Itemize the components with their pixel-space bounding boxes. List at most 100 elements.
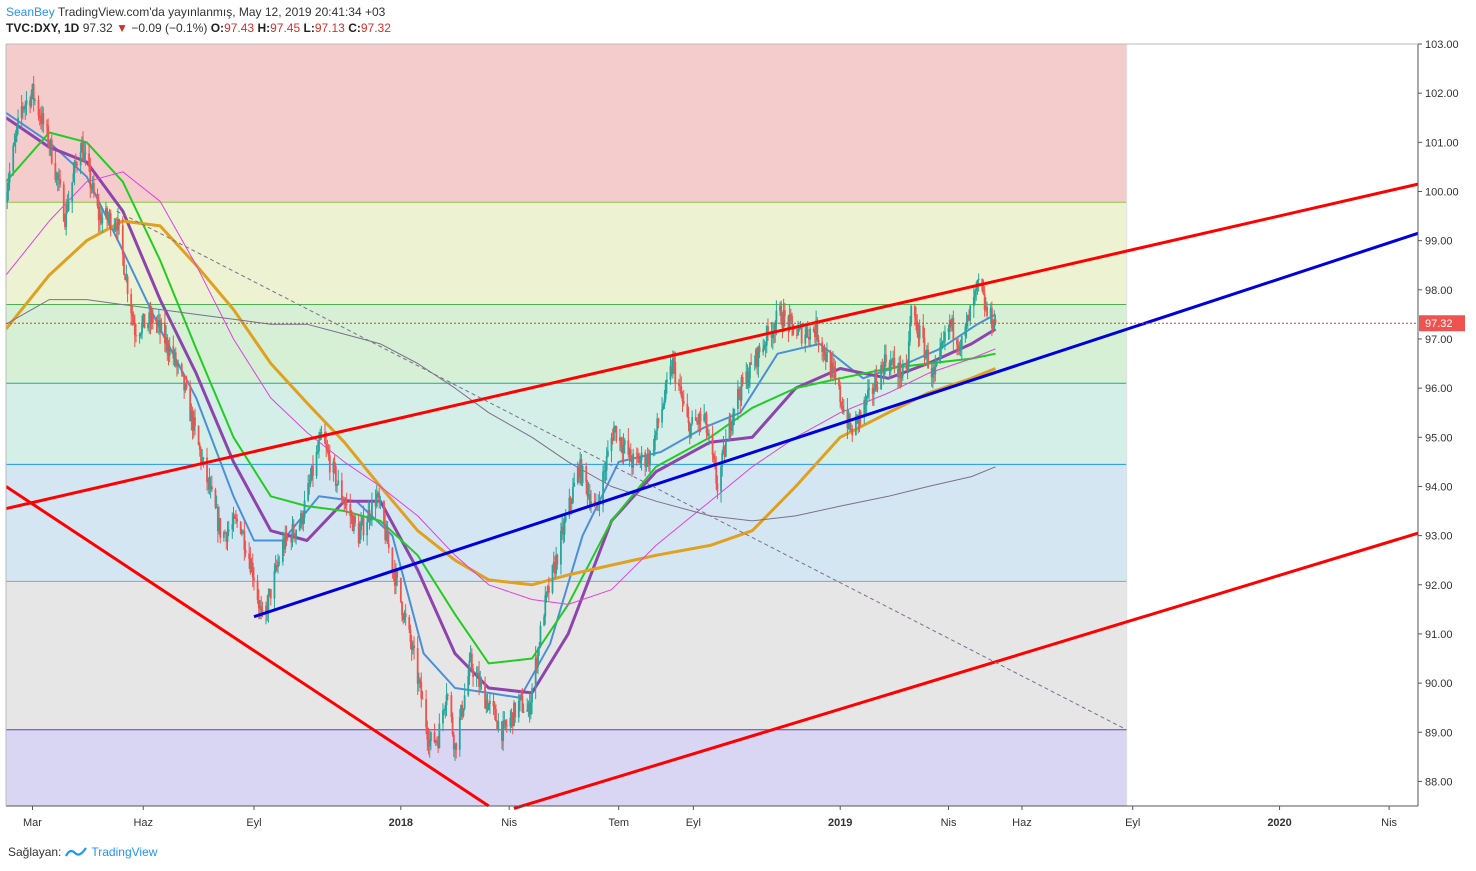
price-chart[interactable]: 103.00 102.00 101.00 100.00 99.00 98.00 97.00 9… (0, 0, 1476, 840)
candle-body (578, 466, 580, 478)
candle-body (141, 322, 143, 334)
candle-body (295, 530, 298, 537)
candle-body (486, 699, 489, 711)
symbol-legend: TVC:DXY, 1D 97.32 ▼ −0.09 (−0.1%) O:97.4… (6, 20, 391, 36)
candle-body (378, 492, 381, 503)
candle-body (67, 201, 70, 211)
candle-body (143, 313, 146, 329)
candle-body (834, 370, 837, 380)
candle-body (687, 416, 690, 424)
candle-body (55, 173, 58, 181)
candle-body (23, 108, 25, 110)
candle-body (649, 451, 651, 466)
candle-body (38, 115, 41, 118)
candle-body (750, 362, 753, 365)
candle-body (614, 426, 616, 428)
candle-body (543, 616, 545, 626)
candle-body (939, 346, 942, 362)
candle-body (393, 571, 396, 586)
candle-body (350, 514, 353, 517)
candle-body (732, 413, 734, 426)
candle-body (547, 586, 550, 593)
candle-body (706, 432, 709, 436)
x-tick-label: Eyl (1125, 817, 1140, 829)
candle-body (703, 414, 706, 421)
candle-body (816, 319, 819, 340)
candle-body (278, 561, 281, 564)
candle-body (408, 617, 411, 630)
candle-body (84, 152, 87, 154)
high-label: H: (257, 21, 271, 35)
author-name[interactable]: SeanBey (6, 5, 55, 19)
y-tick-label: 90.00 (1425, 678, 1453, 690)
candle-body (698, 413, 701, 425)
candle-body (334, 466, 337, 487)
candle-body (656, 418, 659, 431)
candle-body (891, 360, 893, 363)
candle-body (612, 426, 615, 441)
candle-body (679, 385, 682, 387)
candle-body (185, 384, 188, 389)
candle-body (728, 418, 731, 441)
candle-body (711, 433, 714, 455)
candle-body (800, 326, 803, 344)
symbol-label[interactable]: TVC:DXY, 1D (6, 21, 80, 35)
candle-body (138, 335, 141, 337)
candle-body (561, 526, 564, 531)
candle-body (510, 712, 513, 718)
candle-body (190, 410, 193, 422)
y-tick-label: 102.00 (1425, 88, 1459, 100)
candle-body (387, 543, 390, 548)
candle-body (989, 307, 992, 316)
fib-bands (6, 43, 1128, 806)
candle-body (838, 379, 840, 386)
candle-body (615, 426, 618, 441)
candle-body (123, 254, 125, 275)
candle-body (782, 310, 785, 328)
candle-body (622, 444, 625, 454)
candle-body (310, 465, 313, 480)
candle-body (628, 449, 631, 455)
candle-body (208, 478, 211, 490)
tradingview-brand[interactable]: TradingView (91, 845, 158, 859)
candle-body (189, 388, 192, 422)
trend-lines[interactable] (5, 182, 1419, 810)
candle-body (274, 565, 277, 571)
candle-body (646, 453, 649, 464)
candle-body (416, 648, 419, 684)
fib-band-1 (6, 202, 1127, 305)
candle-body (402, 615, 405, 620)
candle-body (593, 501, 596, 504)
candle-body (771, 331, 774, 338)
candle-body (243, 531, 246, 550)
candle-body (114, 226, 117, 228)
candle-body (900, 376, 903, 379)
candle-body (907, 341, 910, 366)
candle-body (124, 274, 127, 281)
candle-body (662, 405, 665, 410)
candle-body (115, 226, 118, 231)
candle-body (360, 523, 363, 531)
candle-body (640, 452, 643, 460)
candle-body (192, 417, 195, 431)
candle-body (538, 646, 541, 649)
candle-body (573, 482, 576, 487)
candle-body (762, 348, 765, 353)
candle-body (923, 337, 926, 358)
candle-body (233, 515, 236, 519)
candle-body (899, 362, 902, 379)
candle-body (720, 466, 722, 492)
y-tick-label: 92.00 (1425, 580, 1453, 592)
candle-body (72, 173, 75, 183)
last-price: 97.32 (82, 21, 113, 35)
candle-body (817, 339, 820, 343)
candle-body (463, 695, 466, 709)
candle-body (775, 310, 778, 325)
candle-body (621, 447, 624, 454)
candle-body (248, 553, 251, 560)
candle-body (142, 313, 145, 323)
candle-body (881, 365, 884, 367)
candle-body (259, 606, 261, 609)
candle-body (106, 208, 109, 220)
candle-body (721, 452, 724, 467)
